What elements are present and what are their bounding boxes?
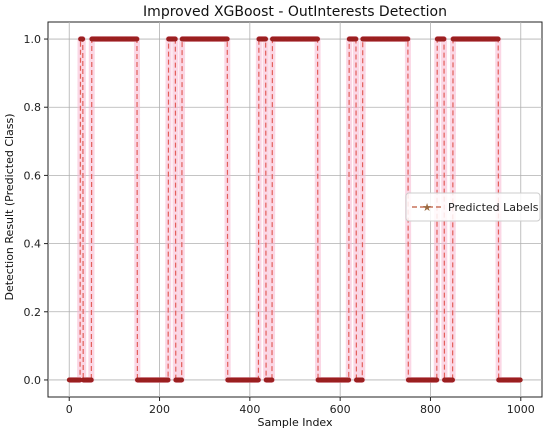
data-point [80, 36, 86, 42]
y-tick-label: 0.4 [24, 238, 42, 251]
y-tick-label: 0.0 [24, 374, 42, 387]
data-point [256, 377, 261, 383]
data-point [434, 377, 440, 383]
legend-label: Predicted Labels [448, 201, 539, 214]
data-point [353, 36, 359, 42]
x-tick-label: 1000 [507, 403, 535, 416]
y-tick-label: 0.6 [24, 169, 42, 182]
x-tick-label: 200 [149, 403, 170, 416]
data-point [495, 36, 501, 42]
plot-frame [47, 21, 543, 398]
data-point [269, 377, 275, 383]
data-point [450, 377, 455, 383]
y-tick-label: 0.2 [24, 306, 42, 319]
data-point [172, 36, 178, 42]
data-point [88, 377, 94, 383]
x-axis-label: Sample Index [257, 416, 333, 429]
y-tick-label: 1.0 [24, 33, 42, 46]
data-point [405, 36, 411, 42]
data-point [517, 377, 523, 383]
legend-marker-icon: ★ [422, 201, 432, 214]
x-tick-label: 0 [66, 403, 73, 416]
data-point [263, 36, 269, 42]
data-point [359, 377, 365, 383]
y-tick-label: 0.8 [24, 101, 42, 114]
plot-frame-group [47, 21, 543, 398]
data-point [441, 36, 447, 42]
data-point [179, 377, 185, 383]
y-axis-label: Detection Result (Predicted Class) [3, 113, 16, 300]
x-tick-label: 800 [420, 403, 441, 416]
data-point [165, 377, 171, 383]
data-point [315, 36, 320, 42]
data-point [346, 377, 352, 383]
series-markers [66, 36, 523, 383]
y-ticks: 0.0 0.2 0.4 0.6 0.8 1.0 [24, 33, 48, 387]
x-tick-label: 600 [330, 403, 351, 416]
chart-title: Improved XGBoost - OutInterests Detectio… [143, 4, 447, 20]
data-point [134, 36, 140, 42]
data-point [224, 36, 230, 42]
x-tick-label: 400 [239, 403, 260, 416]
x-ticks: 0 200 400 600 800 1000 [66, 397, 535, 416]
series-layer [66, 36, 523, 383]
legend: ★ Predicted Labels [405, 192, 541, 222]
legend-box [405, 192, 541, 222]
